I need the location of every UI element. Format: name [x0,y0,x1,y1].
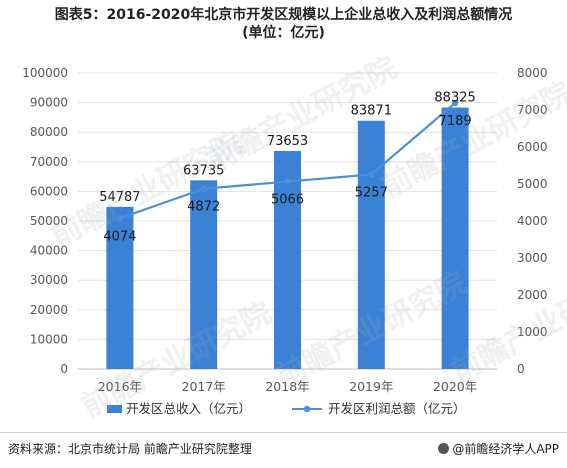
line-point [368,171,375,178]
y-left-tick-label: 30000 [30,273,68,287]
line-point [284,178,291,185]
bar-value-label: 73653 [267,134,308,149]
brand-credit: @前瞻经济学人APP [438,440,559,457]
line-value-label: 5257 [355,185,388,200]
y-right-tick-label: 1000 [517,325,548,339]
line-point [451,99,459,107]
y-left-tick-label: 70000 [30,155,68,169]
bar [441,107,469,370]
chart-title: 图表5：2016-2020年北京市开发区规模以上企业总收入及利润总额情况 (单位… [0,6,567,42]
legend-label-bar: 开发区总收入（亿元） [126,401,251,416]
legend-swatch-line-marker [303,405,311,413]
y-right-tick-label: 2000 [517,288,548,302]
y-left-tick-label: 10000 [30,332,68,346]
bar-value-label: 54787 [99,190,140,205]
bar [274,150,301,369]
y-right-tick-label: 6000 [517,140,548,154]
y-left-tick-label: 50000 [30,214,68,228]
x-tick-label: 2019年 [349,379,393,394]
x-tick-label: 2020年 [433,379,477,394]
bar [106,206,134,369]
line-value-label: 5066 [271,193,304,208]
chart-title-line2: (单位：亿元) [242,25,325,41]
legend-swatch-bar [107,405,122,413]
bar-value-label: 88325 [434,91,475,106]
line-value-label: 7189 [439,114,472,129]
footer-divider [0,432,567,433]
chart-title-line1: 图表5：2016-2020年北京市开发区规模以上企业总收入及利润总额情况 [54,7,513,23]
y-right-tick-label: 3000 [517,251,548,265]
legend-label-line: 开发区利润总额（亿元） [328,401,466,416]
y-right-tick-label: 5000 [517,177,548,191]
bar [357,120,385,369]
y-left-tick-label: 0 [60,362,68,376]
brand-credit-text: @前瞻经济学人APP [452,442,559,456]
y-left-tick-label: 100000 [22,66,68,80]
y-right-tick-label: 7000 [517,103,548,117]
bar-value-label: 63735 [183,163,224,178]
y-left-tick-label: 80000 [30,125,68,139]
y-left-tick-label: 60000 [30,184,68,198]
y-left-tick-label: 20000 [30,303,68,317]
x-tick-label: 2018年 [265,379,309,394]
x-tick-label: 2016年 [98,379,142,394]
source-note: 资料来源：北京市统计局 前瞻产业研究院整理 [8,442,252,456]
line-point [200,185,207,192]
line-value-label: 4872 [187,200,220,215]
y-right-tick-label: 4000 [517,214,548,228]
y-right-tick-label: 8000 [517,66,548,80]
y-left-tick-label: 90000 [30,96,68,110]
y-left-tick-label: 40000 [30,244,68,258]
line-point [116,215,124,222]
bar [190,180,218,369]
bar-value-label: 83871 [351,104,392,119]
x-tick-label: 2017年 [182,379,226,394]
y-right-tick-label: 0 [517,362,525,376]
line-value-label: 4074 [103,229,136,244]
paw-icon [438,443,450,454]
